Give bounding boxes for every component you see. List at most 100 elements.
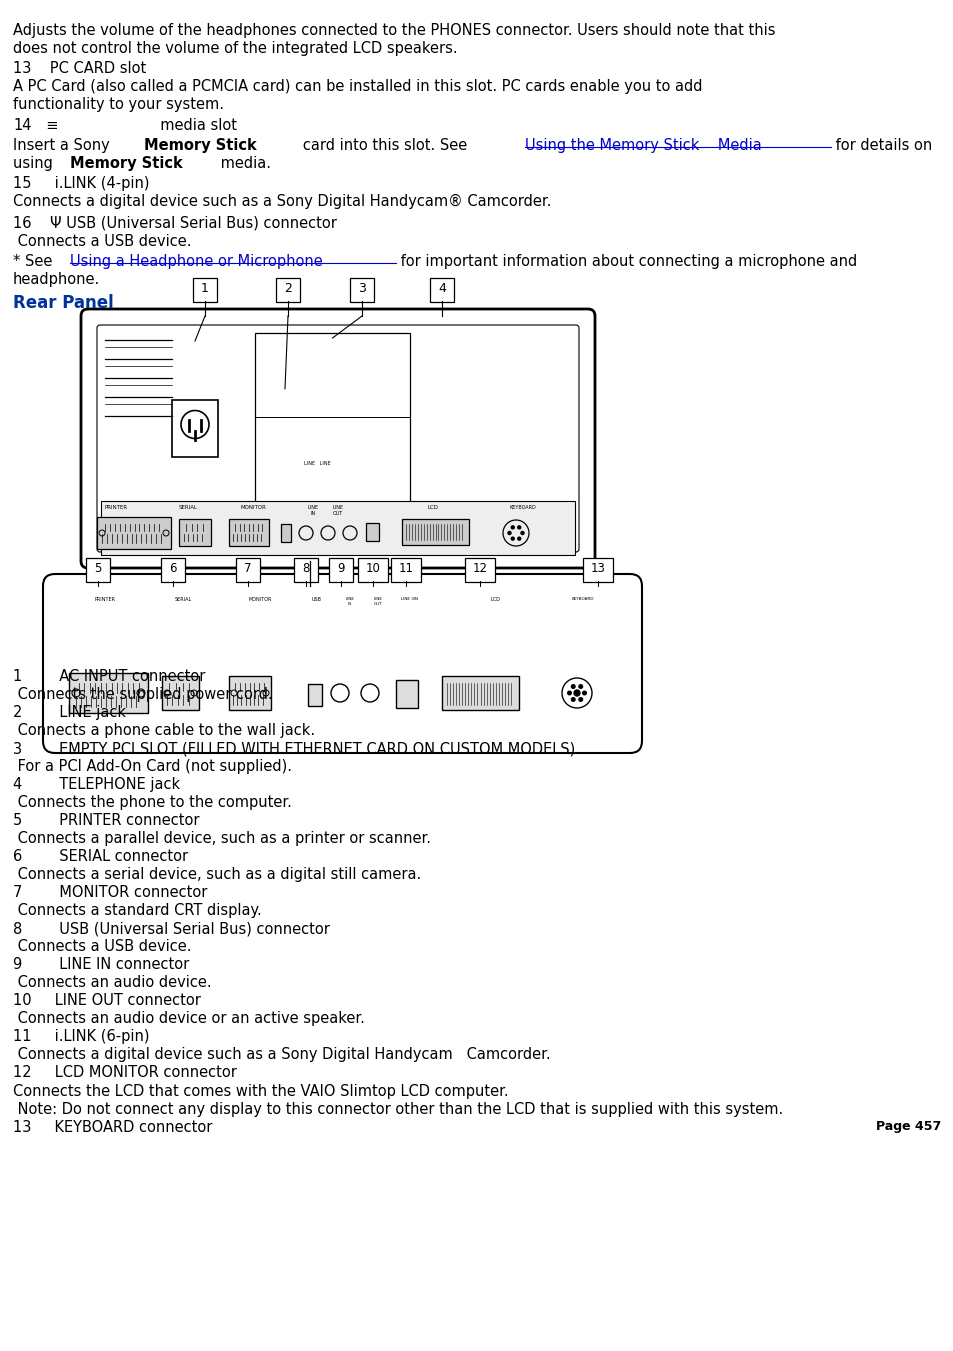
Text: KEYBOARD: KEYBOARD	[509, 505, 536, 509]
FancyBboxPatch shape	[441, 676, 518, 711]
Text: Connects the supplied power cord.: Connects the supplied power cord.	[13, 688, 273, 703]
FancyBboxPatch shape	[395, 680, 417, 708]
Text: Connects a phone cable to the wall jack.: Connects a phone cable to the wall jack.	[13, 723, 314, 738]
Text: LINE 3IN: LINE 3IN	[401, 597, 418, 601]
Text: media slot: media slot	[76, 118, 236, 132]
Text: does not control the volume of the integrated LCD speakers.: does not control the volume of the integ…	[13, 41, 457, 55]
Circle shape	[571, 697, 575, 701]
Text: 9        LINE IN connector: 9 LINE IN connector	[13, 957, 189, 971]
Text: 4        TELEPHONE jack: 4 TELEPHONE jack	[13, 777, 180, 792]
Text: LINE
IN: LINE IN	[345, 597, 355, 605]
Text: for important information about connecting a microphone and: for important information about connecti…	[395, 254, 856, 269]
Text: Note: Do not connect any display to this connector other than the LCD that is su: Note: Do not connect any display to this…	[13, 1102, 782, 1117]
FancyBboxPatch shape	[391, 558, 420, 582]
Text: 3        EMPTY PCI SLOT (FILLED WITH ETHERNET CARD ON CUSTOM MODELS): 3 EMPTY PCI SLOT (FILLED WITH ETHERNET C…	[13, 740, 575, 757]
FancyBboxPatch shape	[275, 278, 299, 303]
Text: ≡: ≡	[37, 118, 68, 132]
Text: 4: 4	[437, 282, 445, 296]
Text: 6: 6	[169, 562, 176, 576]
Text: Using a Headphone or Microphone: Using a Headphone or Microphone	[70, 254, 322, 269]
Text: 10: 10	[365, 562, 380, 576]
FancyBboxPatch shape	[161, 558, 185, 582]
Text: 3: 3	[357, 282, 366, 296]
Text: Connects a USB device.: Connects a USB device.	[13, 939, 192, 954]
Text: PRINTER: PRINTER	[104, 505, 128, 509]
FancyBboxPatch shape	[235, 558, 260, 582]
Text: 8        USB (Universal Serial Bus) connector: 8 USB (Universal Serial Bus) connector	[13, 921, 330, 936]
Text: 7: 7	[244, 562, 252, 576]
Text: media.: media.	[215, 155, 271, 172]
FancyBboxPatch shape	[193, 278, 216, 303]
Text: 6        SERIAL connector: 6 SERIAL connector	[13, 848, 188, 865]
Text: 1: 1	[201, 282, 209, 296]
Text: USB: USB	[312, 597, 322, 603]
Circle shape	[517, 538, 520, 540]
Text: * See: * See	[13, 254, 57, 269]
Text: 8: 8	[302, 562, 310, 576]
FancyBboxPatch shape	[357, 558, 388, 582]
Text: MONITOR: MONITOR	[240, 505, 266, 509]
FancyBboxPatch shape	[254, 332, 410, 519]
Text: Connects an audio device.: Connects an audio device.	[13, 975, 212, 990]
Text: 11: 11	[398, 562, 413, 576]
Text: MONITOR: MONITOR	[248, 597, 272, 603]
Bar	[101, 501, 575, 555]
FancyBboxPatch shape	[350, 278, 374, 303]
Text: for details on: for details on	[830, 138, 931, 153]
Text: Using the Memory Stick    Media: Using the Memory Stick Media	[525, 138, 761, 153]
Bar	[281, 524, 291, 542]
Text: Memory Stick: Memory Stick	[71, 155, 183, 172]
Text: functionality to your system.: functionality to your system.	[13, 97, 224, 112]
Text: Memory Stick: Memory Stick	[144, 138, 256, 153]
Circle shape	[578, 697, 582, 701]
Text: Connects a digital device such as a Sony Digital Handycam® Camcorder.: Connects a digital device such as a Sony…	[13, 195, 551, 209]
Text: LINE
OUT: LINE OUT	[374, 597, 382, 605]
Text: For a PCI Add-On Card (not supplied).: For a PCI Add-On Card (not supplied).	[13, 759, 292, 774]
Text: Rear Panel: Rear Panel	[13, 295, 113, 312]
FancyBboxPatch shape	[229, 676, 271, 711]
Text: 16    Ψ USB (Universal Serial Bus) connector: 16 Ψ USB (Universal Serial Bus) connecto…	[13, 216, 336, 231]
Text: LINE
IN: LINE IN	[307, 505, 318, 516]
Text: 11     i.LINK (6-pin): 11 i.LINK (6-pin)	[13, 1029, 150, 1044]
Text: Connects the LCD that comes with the VAIO Slimtop LCD computer.: Connects the LCD that comes with the VAI…	[13, 1084, 508, 1098]
Circle shape	[511, 538, 514, 540]
Text: 12: 12	[472, 562, 487, 576]
FancyBboxPatch shape	[329, 558, 353, 582]
Circle shape	[571, 685, 575, 688]
Text: Connects a parallel device, such as a printer or scanner.: Connects a parallel device, such as a pr…	[13, 831, 431, 846]
Text: LCD: LCD	[490, 597, 499, 603]
Text: A PC Card (also called a PCMCIA card) can be installed in this slot. PC cards en: A PC Card (also called a PCMCIA card) ca…	[13, 78, 701, 95]
Text: 15     i.LINK (4-pin): 15 i.LINK (4-pin)	[13, 176, 150, 190]
Text: 13: 13	[590, 562, 605, 576]
Text: card into this slot. See: card into this slot. See	[289, 138, 472, 153]
Text: 14: 14	[13, 118, 31, 132]
Text: PRINTER: PRINTER	[94, 597, 115, 603]
Text: 9: 9	[337, 562, 344, 576]
Text: 7        MONITOR connector: 7 MONITOR connector	[13, 885, 207, 900]
Circle shape	[578, 685, 582, 688]
FancyBboxPatch shape	[97, 517, 171, 549]
FancyBboxPatch shape	[172, 400, 218, 457]
Text: using: using	[13, 155, 57, 172]
FancyBboxPatch shape	[229, 519, 269, 546]
FancyBboxPatch shape	[162, 676, 199, 711]
FancyBboxPatch shape	[179, 519, 211, 546]
Bar	[308, 684, 322, 707]
Circle shape	[567, 692, 571, 694]
Bar	[67, 594, 618, 719]
FancyBboxPatch shape	[430, 278, 454, 303]
Text: 13    PC CARD slot: 13 PC CARD slot	[13, 61, 146, 76]
FancyBboxPatch shape	[294, 558, 317, 582]
FancyBboxPatch shape	[69, 673, 148, 713]
Text: 10     LINE OUT connector: 10 LINE OUT connector	[13, 993, 201, 1008]
Text: Connects a digital device such as a Sony Digital Handycam   Camcorder.: Connects a digital device such as a Sony…	[13, 1047, 550, 1062]
FancyBboxPatch shape	[464, 558, 495, 582]
Text: 5        PRINTER connector: 5 PRINTER connector	[13, 813, 199, 828]
Circle shape	[511, 526, 514, 528]
Text: headphone.: headphone.	[13, 272, 100, 286]
Text: 5: 5	[94, 562, 102, 576]
Circle shape	[507, 531, 511, 535]
FancyBboxPatch shape	[81, 309, 595, 567]
Text: SERIAL: SERIAL	[174, 597, 192, 603]
Text: SERIAL: SERIAL	[178, 505, 197, 509]
